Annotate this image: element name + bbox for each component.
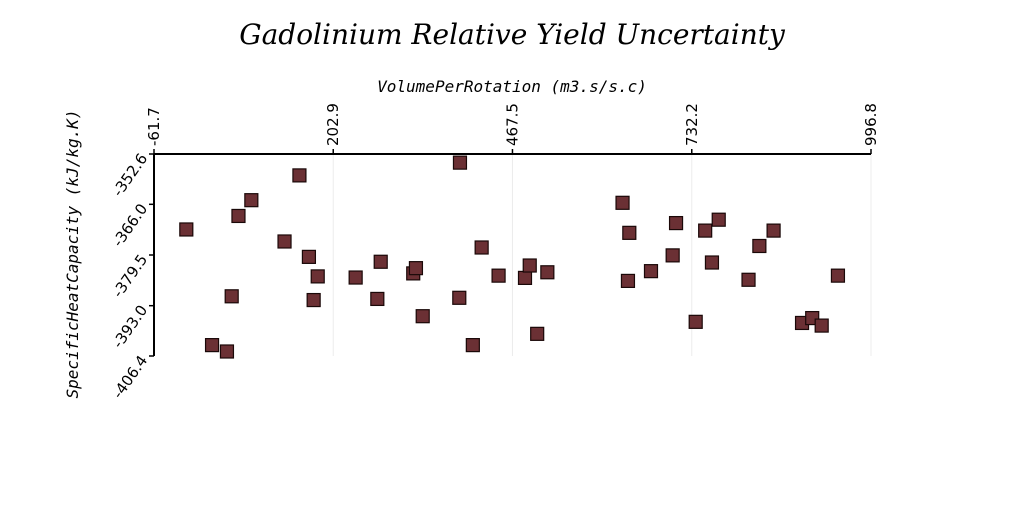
data-point [408, 261, 424, 276]
data-point [348, 270, 363, 285]
data-point [373, 254, 388, 269]
data-point [704, 255, 720, 270]
y-tick-label: -379.5 [109, 251, 151, 301]
data-point [204, 338, 220, 353]
data-point [415, 309, 430, 324]
data-point [540, 265, 555, 280]
data-point [491, 268, 506, 283]
y-axis-label: SpecificHeatCapacity (kJ/kg.K) [63, 110, 82, 399]
y-tick-label: -366.0 [109, 200, 151, 250]
data-point [752, 238, 767, 254]
data-point [474, 240, 489, 255]
y-tick-label: -406.4 [109, 352, 151, 402]
data-point [814, 318, 829, 333]
data-point [766, 223, 781, 238]
data-point [530, 326, 545, 341]
data-point [244, 193, 259, 208]
chart-title: Gadolinium Relative Yield Uncertainty [239, 18, 786, 51]
data-point [622, 225, 637, 240]
data-point [231, 208, 246, 224]
data-point [830, 268, 846, 283]
x-tick-label: -61.7 [145, 107, 163, 146]
plot-area: -61.7 202.9 467.5 732.2 996.8 -352.6-366.0-37… [109, 103, 880, 402]
data-point [665, 248, 680, 263]
data-point [688, 314, 703, 329]
data-point [301, 249, 317, 264]
data-point [517, 270, 533, 286]
data-point [522, 258, 537, 273]
data-point [741, 272, 756, 287]
x-tick-label: 467.5 [503, 103, 521, 146]
data-point [306, 292, 321, 308]
data-point [277, 234, 292, 249]
data-point [179, 222, 194, 237]
x-tick-label: 996.8 [862, 103, 880, 146]
data-point [292, 168, 307, 183]
y-tick-label: -352.6 [109, 150, 151, 200]
data-point [452, 155, 468, 170]
data-point [465, 338, 480, 353]
x-tick-label: 732.2 [683, 103, 701, 146]
data-point [668, 215, 684, 231]
data-point [643, 264, 659, 279]
y-tick-label: -393.0 [109, 302, 151, 352]
data-point [615, 195, 630, 210]
data-point [452, 290, 467, 305]
data-point [224, 289, 239, 304]
x-tick-label: 202.9 [324, 103, 342, 146]
data-point [711, 212, 726, 227]
data-point [698, 223, 713, 238]
data-point [620, 273, 636, 289]
data-point [310, 269, 325, 284]
data-point [370, 291, 385, 307]
x-axis-label: VolumePerRotation (m3.s/s.c) [377, 77, 647, 96]
data-point [219, 344, 235, 359]
